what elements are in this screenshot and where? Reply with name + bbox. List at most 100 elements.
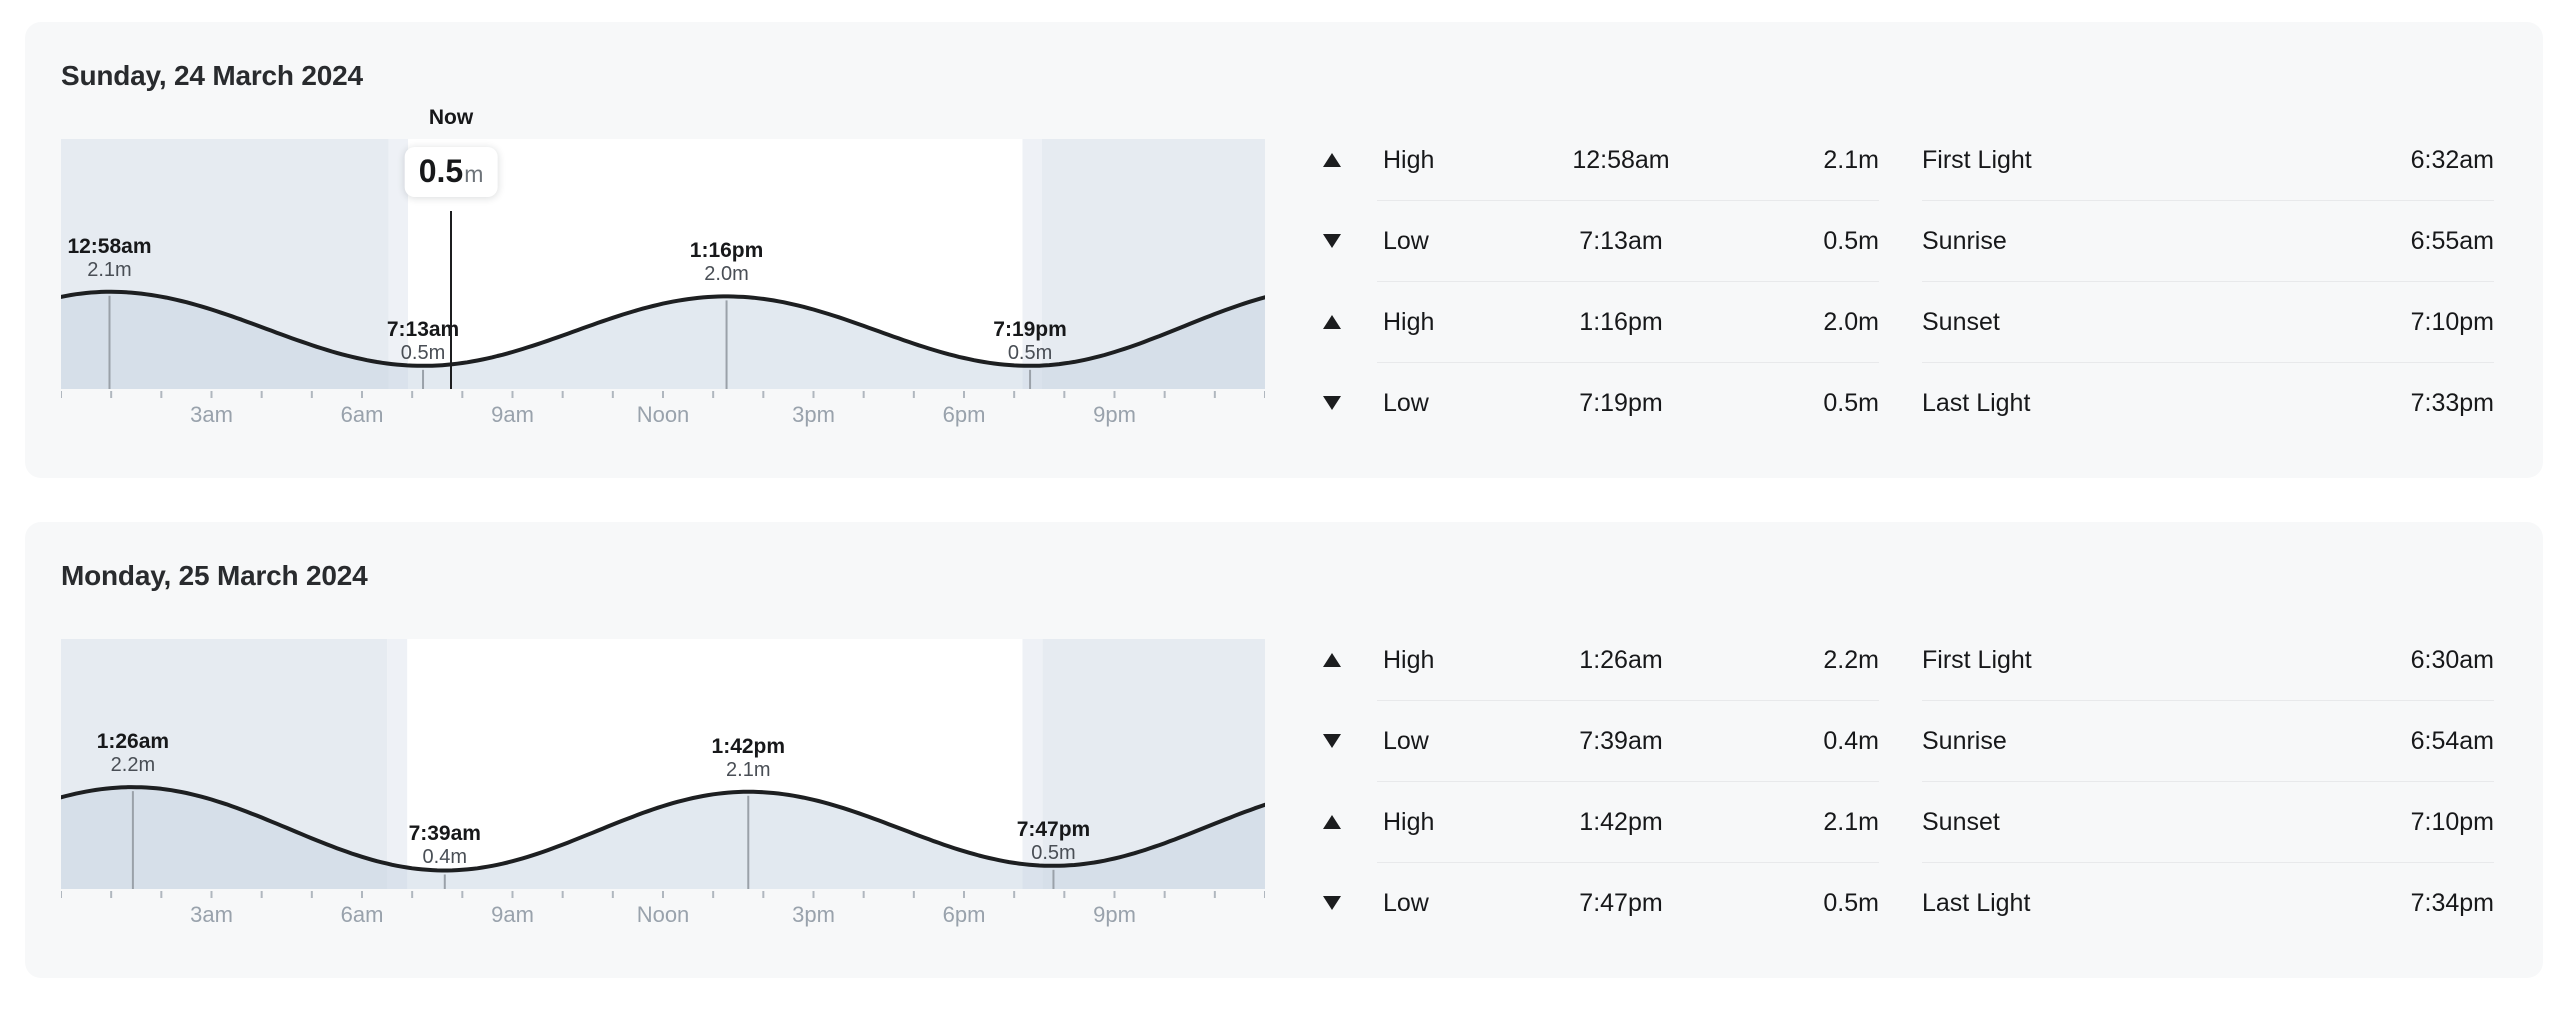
sun-event-time: 6:55am — [2410, 226, 2494, 255]
sun-event-label: Sunrise — [1922, 726, 2007, 755]
axis-tick-label: 6am — [340, 902, 384, 927]
tide-area-fill — [61, 291, 1265, 389]
tide-type-label: Low — [1383, 726, 1429, 755]
dusk-twilight-band — [1022, 639, 1043, 889]
axis-tick-label: Noon — [636, 402, 690, 427]
tide-row: High 1:42pm 2.1m — [1321, 782, 1879, 862]
tide-type-label: High — [1383, 807, 1435, 836]
tide-row: High 1:26am 2.2m — [1321, 620, 1879, 700]
tide-height: 2.1m — [1823, 145, 1879, 174]
axis-tick-label: 3am — [190, 402, 233, 427]
dusk-twilight-band — [1022, 139, 1042, 389]
axis-tick-label: 9am — [491, 902, 534, 927]
sun-event-time: 7:34pm — [2410, 888, 2494, 917]
tide-chart[interactable]: 3am 6am 9am Noon 3pm 6pm 9pm 12:58am 2.1m 7:13am 0… — [61, 106, 1265, 427]
tide-type-label: High — [1383, 145, 1435, 174]
tide-low-icon — [1323, 396, 1341, 410]
divider — [1377, 362, 1879, 363]
tide-time: 1:42pm — [1579, 807, 1663, 836]
sun-event-label: First Light — [1922, 645, 2032, 674]
sun-row: Sunset 7:10pm — [1922, 782, 2494, 862]
tide-high-icon — [1323, 153, 1341, 167]
now-height-badge: 0.5m — [404, 147, 498, 197]
axis-tick-label: 9pm — [1093, 902, 1136, 927]
day-card-body: 3am 6am 9am Noon 3pm 6pm 9pm 12:58am 2.1m 7:13am 0… — [61, 92, 2494, 443]
now-marker-line — [450, 211, 453, 389]
sun-event-label: First Light — [1922, 145, 2032, 174]
divider — [1922, 781, 2494, 782]
sun-event-time: 7:10pm — [2410, 807, 2494, 836]
day-title: Sunday, 24 March 2024 — [61, 60, 363, 91]
now-label: Now — [428, 106, 474, 129]
sun-event-time: 6:54am — [2410, 726, 2494, 755]
sun-event-label: Sunrise — [1922, 226, 2007, 255]
tide-time: 12:58am — [1572, 145, 1670, 174]
tide-height: 2.0m — [1823, 307, 1879, 336]
sun-row: First Light 6:32am — [1922, 120, 2494, 200]
sun-row: First Light 6:30am — [1922, 620, 2494, 700]
tide-time: 7:19pm — [1579, 388, 1663, 417]
sun-row: Sunrise 6:54am — [1922, 701, 2494, 781]
tide-height: 0.5m — [1823, 888, 1879, 917]
sun-row: Sunset 7:10pm — [1922, 282, 2494, 362]
tide-height: 0.5m — [1823, 388, 1879, 417]
divider — [1922, 362, 2494, 363]
axis-tick-label: 6pm — [942, 902, 986, 927]
divider — [1922, 700, 2494, 701]
tide-curve-plot — [61, 139, 1265, 398]
sun-row: Last Light 7:34pm — [1922, 863, 2494, 943]
now-height-unit: m — [464, 161, 484, 187]
tide-time: 1:26am — [1579, 645, 1663, 674]
tide-table: High 12:58am 2.1m Low 7:13am 0.5m High 1… — [1321, 120, 1879, 443]
sun-event-label: Sunset — [1922, 307, 2000, 336]
day-card-sunday: Sunday, 24 March 2024 3am 6am 9am Noon 3pm 6p… — [25, 22, 2543, 478]
tide-curve-plot — [61, 639, 1265, 898]
tide-height: 2.2m — [1823, 645, 1879, 674]
tide-height: 0.5m — [1823, 226, 1879, 255]
axis-tick-label: 9am — [491, 402, 534, 427]
axis-tick-label: 3am — [190, 902, 233, 927]
tide-high-icon — [1323, 653, 1341, 667]
tide-low-icon — [1323, 234, 1341, 248]
divider — [1377, 781, 1879, 782]
tide-time: 7:39am — [1579, 726, 1663, 755]
tide-time: 7:13am — [1579, 226, 1663, 255]
tide-height: 2.1m — [1823, 807, 1879, 836]
tide-low-icon — [1323, 896, 1341, 910]
tide-row: Low 7:39am 0.4m — [1321, 701, 1879, 781]
tide-type-label: High — [1383, 645, 1435, 674]
sun-event-label: Last Light — [1922, 888, 2031, 917]
sun-times-table: First Light 6:30am Sunrise 6:54am Sunset… — [1922, 620, 2494, 943]
tide-type-label: Low — [1383, 226, 1429, 255]
day-title: Monday, 25 March 2024 — [61, 560, 368, 591]
sun-event-label: Last Light — [1922, 388, 2031, 417]
tide-type-label: Low — [1383, 388, 1429, 417]
tide-high-icon — [1323, 815, 1341, 829]
divider — [1922, 200, 2494, 201]
axis-tick-label: 6am — [340, 402, 384, 427]
divider — [1377, 700, 1879, 701]
axis-tick-label: 6pm — [942, 402, 986, 427]
tide-low-icon — [1323, 734, 1341, 748]
divider — [1922, 862, 2494, 863]
dawn-twilight-band — [388, 139, 408, 389]
tide-time: 7:47pm — [1579, 888, 1663, 917]
divider — [1377, 281, 1879, 282]
sun-event-label: Sunset — [1922, 807, 2000, 836]
sun-event-time: 7:33pm — [2410, 388, 2494, 417]
sun-event-time: 7:10pm — [2410, 307, 2494, 336]
sun-times-table: First Light 6:32am Sunrise 6:55am Sunset… — [1922, 120, 2494, 443]
day-card-monday: Monday, 25 March 2024 3am 6am 9am Noon 3pm 6p… — [25, 522, 2543, 978]
divider — [1922, 281, 2494, 282]
tide-curve — [61, 289, 1265, 368]
tide-area-fill — [61, 787, 1265, 889]
tide-chart[interactable]: 3am 6am 9am Noon 3pm 6pm 9pm 1:26am 2.2m 7:39am 0.… — [61, 639, 1265, 927]
axis-tick-label: 3pm — [792, 402, 835, 427]
sun-row: Last Light 7:33pm — [1922, 363, 2494, 443]
tide-row: Low 7:19pm 0.5m — [1321, 363, 1879, 443]
tide-row: Low 7:47pm 0.5m — [1321, 863, 1879, 943]
tide-high-icon — [1323, 315, 1341, 329]
tide-type-label: High — [1383, 307, 1435, 336]
tide-row: High 1:16pm 2.0m — [1321, 282, 1879, 362]
